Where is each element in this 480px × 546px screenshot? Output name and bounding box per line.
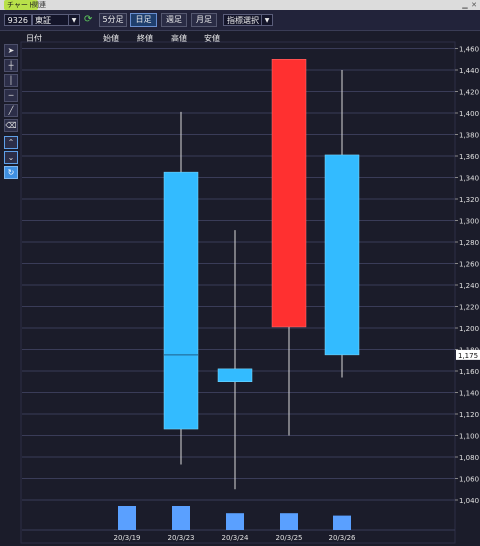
- tab-related[interactable]: 関連: [32, 1, 46, 9]
- y-tick-label: 1,440: [459, 67, 479, 75]
- horizontal-line-icon[interactable]: ─: [4, 89, 18, 102]
- trend-line-icon[interactable]: ╱: [4, 104, 18, 117]
- close-icon[interactable]: ✕: [471, 1, 477, 9]
- y-tick-label: 1,260: [459, 261, 479, 269]
- y-tick-label: 1,420: [459, 89, 479, 97]
- tab-chart[interactable]: チャート: [4, 0, 38, 10]
- current-price-badge: [456, 349, 480, 360]
- y-tick-label: 1,320: [459, 196, 479, 204]
- candle-body[interactable]: [324, 154, 360, 356]
- period-daily-button[interactable]: 日足: [130, 13, 157, 27]
- x-tick-label: 20/3/24: [222, 534, 250, 542]
- volume-bar: [226, 513, 244, 530]
- magnet-down-icon[interactable]: ⌄: [4, 151, 18, 164]
- vertical-line-icon[interactable]: │: [4, 74, 18, 87]
- cursor-icon[interactable]: ➤: [4, 44, 18, 57]
- candle-body[interactable]: [271, 59, 307, 328]
- y-tick-label: 1,340: [459, 175, 479, 183]
- y-tick-label: 1,300: [459, 218, 479, 226]
- y-tick-label: 1,140: [459, 390, 479, 398]
- header-high: 高値: [171, 34, 187, 43]
- magnet-up-icon[interactable]: ⌃: [4, 136, 18, 149]
- market-select[interactable]: 東証 ▼: [32, 14, 80, 26]
- header-date: 日付: [26, 34, 42, 43]
- title-bar: チャート 関連 ▁ ✕: [0, 0, 480, 10]
- chevron-down-icon[interactable]: ▼: [261, 15, 272, 25]
- toolbar: 9326 東証 ▼ ⟳ 5分足 日足 週足 月足 指標選択 ▼: [0, 10, 480, 31]
- y-tick-label: 1,360: [459, 153, 479, 161]
- code-input[interactable]: 9326: [4, 14, 32, 26]
- volume-bar: [280, 513, 298, 530]
- volume-bar: [172, 506, 190, 530]
- eraser-icon[interactable]: ⌫: [4, 119, 18, 132]
- y-tick-label: 1,200: [459, 325, 479, 333]
- candle-body[interactable]: [163, 171, 199, 430]
- header-open: 始値: [103, 34, 119, 43]
- x-tick-label: 20/3/25: [276, 534, 303, 542]
- period-weekly-button[interactable]: 週足: [161, 13, 187, 27]
- y-tick-label: 1,460: [459, 46, 479, 54]
- y-tick-label: 1,120: [459, 411, 479, 419]
- y-tick-label: 1,400: [459, 110, 479, 118]
- y-tick-label: 1,220: [459, 304, 479, 312]
- y-tick-label: 1,040: [459, 497, 479, 505]
- sync-icon[interactable]: ↻: [4, 166, 18, 179]
- indicator-select[interactable]: 指標選択 ▼: [223, 14, 273, 26]
- y-tick-label: 1,280: [459, 239, 479, 247]
- period-monthly-button[interactable]: 月足: [191, 13, 217, 27]
- plot-frame: [20, 41, 456, 544]
- y-tick-label: 1,160: [459, 368, 479, 376]
- candle-body[interactable]: [217, 368, 253, 383]
- y-tick-label: 1,060: [459, 476, 479, 484]
- crosshair-icon[interactable]: ┼: [4, 59, 18, 72]
- current-price-label: 1,175: [458, 352, 478, 360]
- x-tick-label: 20/3/26: [329, 534, 357, 542]
- minimize-icon[interactable]: ▁: [462, 1, 468, 9]
- volume-bar: [333, 515, 351, 530]
- x-tick-label: 20/3/23: [168, 534, 195, 542]
- y-tick-label: 1,380: [459, 132, 479, 140]
- y-tick-label: 1,080: [459, 454, 479, 462]
- indicator-select-label: 指標選択: [227, 16, 259, 25]
- chevron-down-icon[interactable]: ▼: [68, 15, 79, 25]
- market-value: 東証: [35, 16, 51, 25]
- header-close: 終値: [137, 34, 153, 43]
- x-tick-label: 20/3/19: [114, 534, 141, 542]
- period-5min-button[interactable]: 5分足: [99, 13, 127, 27]
- volume-bar: [118, 506, 136, 530]
- y-tick-label: 1,100: [459, 433, 479, 441]
- y-tick-label: 1,240: [459, 282, 479, 290]
- refresh-icon[interactable]: ⟳: [84, 14, 93, 25]
- header-low: 安値: [204, 34, 220, 43]
